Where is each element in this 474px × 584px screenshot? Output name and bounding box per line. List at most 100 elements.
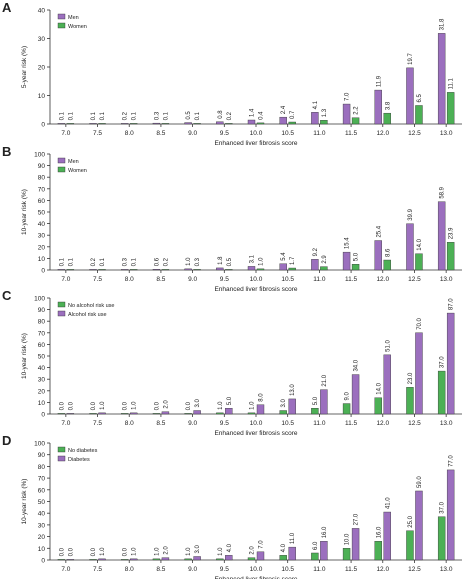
- bar: [152, 122, 161, 125]
- bar: [320, 120, 328, 125]
- x-tick-label: 8.5: [156, 420, 165, 427]
- bar: [342, 403, 351, 415]
- data-label: 0.1: [132, 111, 138, 120]
- x-tick-label: 7.5: [93, 276, 102, 283]
- x-tick-label: 12.0: [376, 130, 389, 137]
- data-label: 0.0: [59, 547, 65, 556]
- y-tick-label: 50: [38, 354, 46, 361]
- data-label: 51.0: [385, 339, 391, 351]
- data-label: 9.2: [313, 247, 319, 256]
- bar: [216, 412, 224, 415]
- panel-label: C: [2, 288, 12, 303]
- bar: [351, 374, 360, 415]
- bar: [57, 559, 66, 561]
- data-label: 9.0: [345, 392, 351, 401]
- data-label: 6.0: [313, 541, 319, 550]
- bar: [288, 546, 296, 561]
- bar: [446, 92, 455, 125]
- data-label: 3.1: [250, 254, 256, 263]
- bar: [57, 413, 66, 415]
- x-tick-label: 11.0: [313, 420, 326, 427]
- bar: [342, 103, 351, 125]
- x-tick-label: 12.5: [408, 566, 421, 573]
- x-tick-label: 11.0: [313, 130, 326, 137]
- y-tick-label: 20: [38, 65, 46, 72]
- legend-swatch: [57, 455, 66, 462]
- data-label: 5.0: [313, 396, 319, 405]
- bar: [415, 332, 423, 415]
- bar: [216, 121, 224, 125]
- data-label: 0.0: [123, 401, 129, 410]
- data-label: 0.2: [123, 111, 129, 120]
- data-label: 2.0: [163, 546, 169, 555]
- x-tick-label: 10.0: [250, 566, 263, 573]
- x-tick-label: 7.0: [61, 276, 70, 283]
- bar: [152, 269, 161, 271]
- x-tick-label: 10.0: [250, 420, 263, 427]
- bar: [342, 251, 351, 271]
- panel-label: B: [2, 144, 11, 159]
- bar: [383, 511, 391, 561]
- y-tick-label: 0: [41, 122, 45, 129]
- y-tick-label: 20: [38, 388, 46, 395]
- data-label: 0.0: [123, 547, 129, 556]
- bar: [279, 555, 287, 561]
- bar: [288, 398, 296, 415]
- y-tick-label: 10: [38, 546, 46, 553]
- x-tick-label: 12.0: [376, 566, 389, 573]
- data-label: 0.0: [68, 401, 74, 410]
- bar: [279, 410, 287, 415]
- data-label: 1.0: [250, 401, 256, 410]
- data-label: 13.0: [290, 384, 296, 396]
- y-tick-label: 40: [38, 365, 46, 372]
- bar: [130, 269, 138, 271]
- data-label: 0.3: [154, 111, 160, 120]
- bar: [66, 559, 75, 561]
- x-tick-label: 9.0: [188, 130, 197, 137]
- x-tick-label: 11.0: [313, 566, 326, 573]
- x-tick-label: 12.0: [376, 420, 389, 427]
- x-tick-label: 13.0: [440, 566, 453, 573]
- legend-label: Alcohol risk use: [68, 312, 107, 318]
- bar: [89, 559, 97, 561]
- bar: [121, 269, 129, 271]
- data-label: 10.0: [345, 533, 351, 545]
- x-tick-label: 9.0: [188, 566, 197, 573]
- data-label: 1.7: [290, 256, 296, 265]
- bar: [66, 123, 75, 125]
- y-tick-label: 70: [38, 476, 46, 483]
- x-tick-label: 11.0: [313, 276, 326, 283]
- legend-swatch: [57, 310, 66, 317]
- bar: [406, 223, 414, 271]
- bar: [446, 242, 455, 271]
- data-label: 11.9: [376, 75, 382, 87]
- y-tick-label: 30: [38, 522, 46, 529]
- bar: [311, 408, 319, 415]
- data-label: 19.7: [408, 53, 414, 65]
- y-tick-label: 90: [38, 307, 46, 314]
- y-tick-label: 10: [38, 93, 46, 100]
- x-tick-label: 8.5: [156, 276, 165, 283]
- x-tick-label: 10.0: [250, 276, 263, 283]
- y-tick-label: 50: [38, 499, 46, 506]
- y-tick-label: 80: [38, 464, 46, 471]
- legend-swatch: [57, 157, 66, 164]
- x-tick-label: 12.0: [376, 276, 389, 283]
- chart-panel-a: A 0 10 20 30 40 5-year risk (%) Enhanced liver …: [2, 0, 462, 147]
- bar: [193, 410, 201, 415]
- bar: [446, 469, 455, 561]
- bar: [130, 123, 138, 125]
- x-tick-label: 12.5: [408, 276, 421, 283]
- data-label: 0.2: [91, 257, 97, 266]
- bar: [184, 413, 192, 415]
- data-label: 7.0: [259, 540, 265, 549]
- bar: [152, 558, 161, 561]
- data-label: 0.8: [218, 110, 224, 119]
- x-tick-label: 8.5: [156, 130, 165, 137]
- y-tick-label: 10: [38, 256, 46, 263]
- data-label: 5.0: [354, 252, 360, 261]
- bar: [225, 269, 233, 271]
- data-label: 0.0: [186, 401, 192, 410]
